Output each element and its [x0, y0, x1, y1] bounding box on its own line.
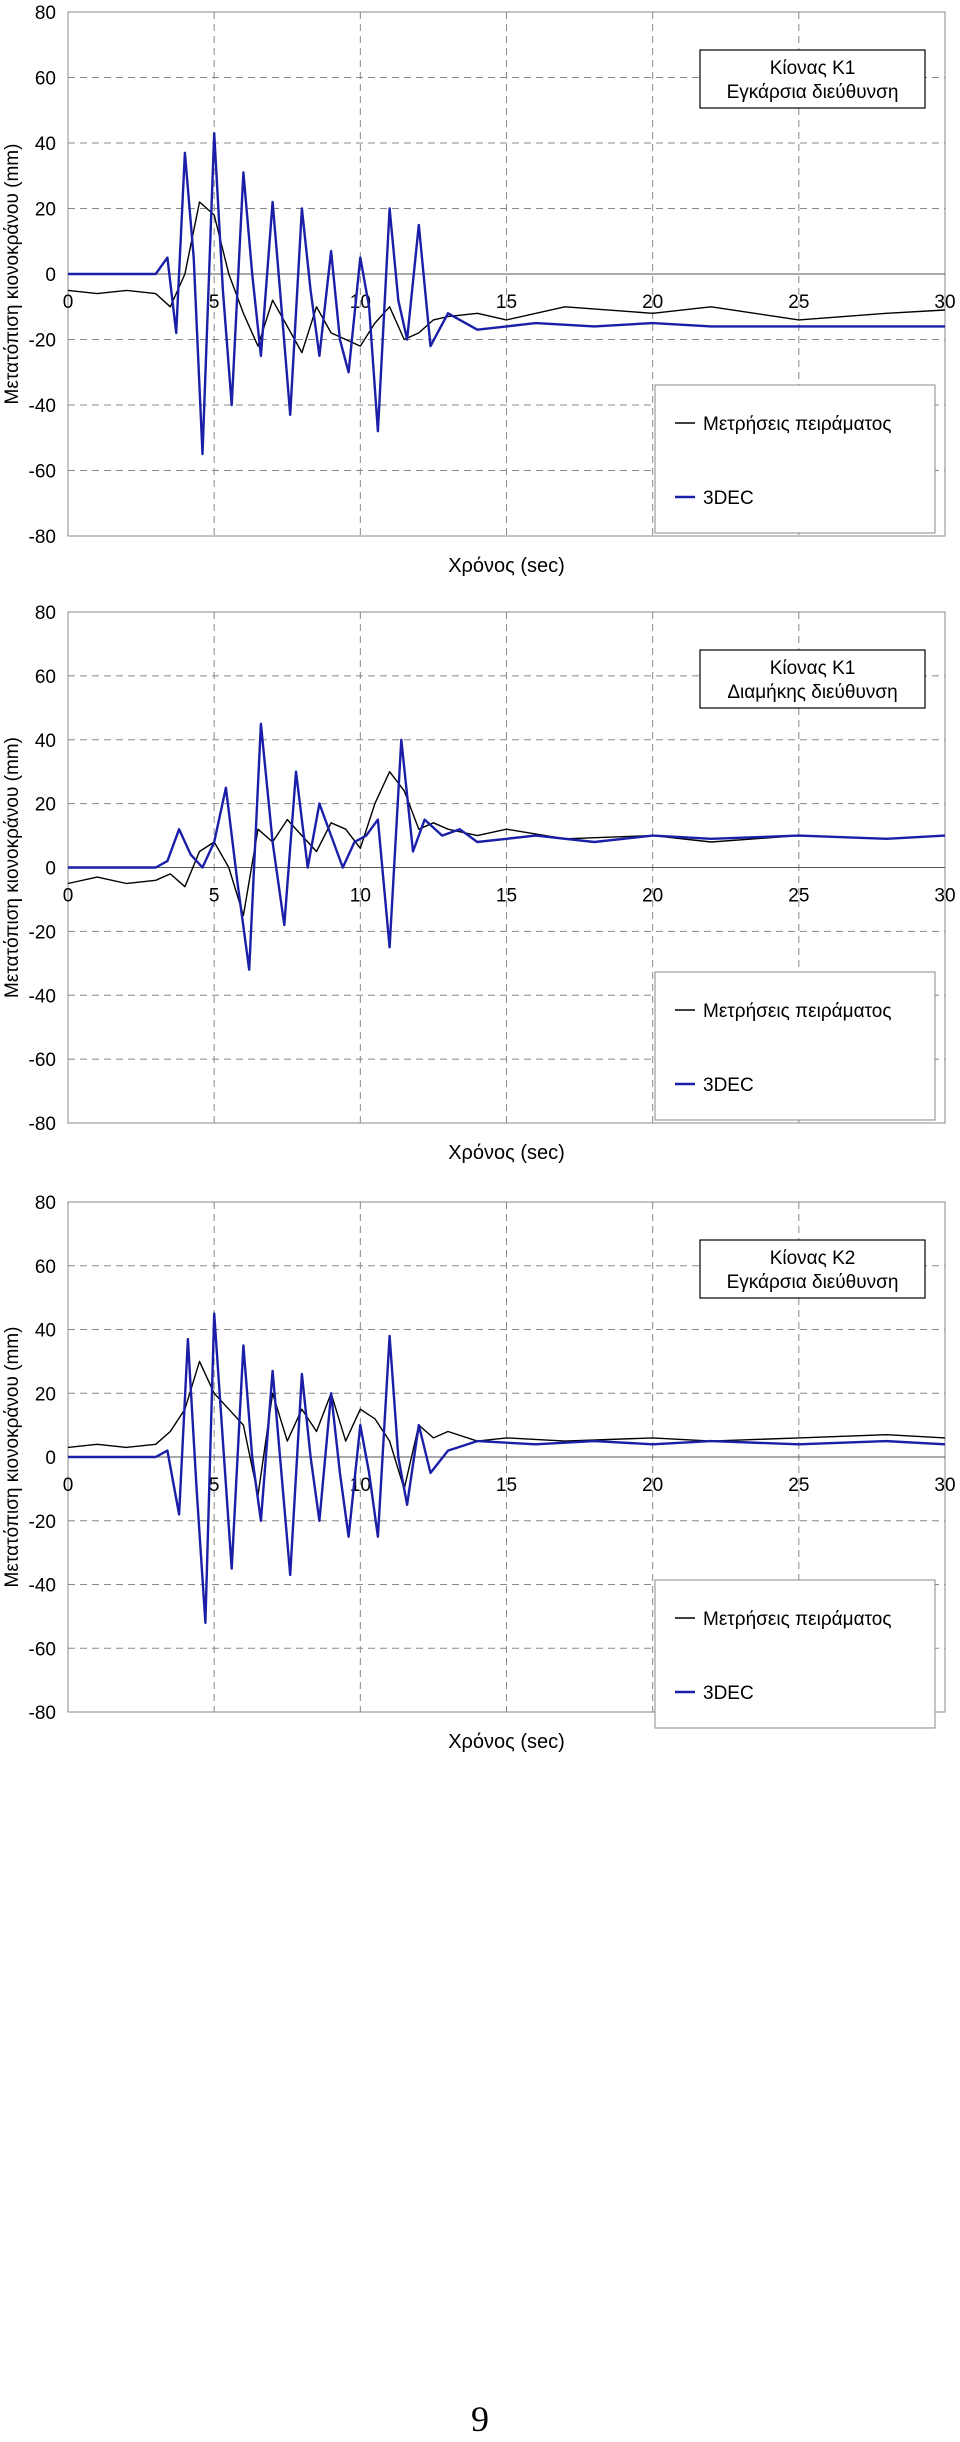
- y-tick-label: 80: [35, 1193, 56, 1214]
- legend-label: 3DEC: [703, 1075, 754, 1096]
- chart-3: 0 5 10 15 20 25 30-80-60-40-20020406080Χρόνος …: [2, 1193, 956, 1753]
- x-tick-label: 10: [350, 886, 371, 907]
- y-tick-label: -80: [29, 1703, 56, 1724]
- title-box: [699, 49, 926, 109]
- chart-2: 0 5 10 15 20 25 30 -80 -60 -40 -20 0 20 40 60 80 Χρόνος …: [2, 603, 956, 1164]
- x-tick-label: 30: [934, 1475, 955, 1496]
- series-line-measured: [67, 1360, 946, 1497]
- x-tick-label: 0: [63, 886, 74, 907]
- y-tick-label: 60: [35, 69, 56, 90]
- y-axis-label: Μετατόπιση κιονοκράνου (mm): [2, 737, 23, 998]
- x-tick-label: 25: [788, 886, 809, 907]
- y-tick-label: 40: [35, 134, 56, 155]
- legend-label: Μετρήσεις πειράματος: [703, 1001, 892, 1022]
- y-axis-label: Μετατόπιση κιονοκράνου (mm): [2, 1327, 23, 1588]
- y-tick-label: -20: [29, 331, 56, 352]
- y-tick-label: -20: [29, 1512, 56, 1533]
- charts-canvas: 0 5 10 15 20 25 30 -80 -60 -40 -20 0 20 40 60 80 Χρόνος …: [2, 3, 956, 1753]
- y-tick-label: 40: [35, 731, 56, 752]
- y-tick-label: 60: [35, 1257, 56, 1278]
- x-tick-label: 0: [63, 292, 74, 313]
- x-tick-label: 25: [788, 292, 809, 313]
- series-line-3dec: [68, 1312, 946, 1625]
- page-number: 9: [471, 2399, 489, 2439]
- y-tick-label: -20: [29, 922, 56, 943]
- x-tick-label: 20: [642, 886, 663, 907]
- legend-label: 3DEC: [703, 488, 754, 509]
- legend-label: Μετρήσεις πειράματος: [703, 414, 892, 435]
- y-tick-label: 40: [35, 1321, 56, 1342]
- x-tick-label: 5: [209, 292, 220, 313]
- chart-title-line: Κίονας Κ2: [770, 1248, 856, 1269]
- y-tick-label: 80: [35, 603, 56, 624]
- y-tick-label: -40: [29, 986, 56, 1007]
- y-tick-label: -80: [29, 527, 56, 548]
- y-tick-label: 60: [35, 667, 56, 688]
- chart-title-line: Κίονας Κ1: [770, 58, 856, 79]
- y-tick-label: 20: [35, 795, 56, 816]
- y-tick-label: -40: [29, 396, 56, 417]
- y-tick-label: 80: [35, 3, 56, 24]
- chart-1: 0 5 10 15 20 25 30-80-60-40-20020406080Χρόνος …: [2, 3, 956, 577]
- y-tick-label: -60: [29, 462, 56, 483]
- legend-label: Μετρήσεις πειράματος: [703, 1609, 892, 1630]
- x-axis-label: Χρόνος (sec): [448, 1731, 565, 1753]
- y-tick-label: 20: [35, 1384, 56, 1405]
- x-tick-label: 15: [496, 886, 517, 907]
- y-tick-label: 0: [45, 859, 56, 880]
- x-tick-label: 20: [642, 292, 663, 313]
- x-tick-label: 25: [788, 1475, 809, 1496]
- legend-box: [654, 971, 936, 1121]
- legend-label: 3DEC: [703, 1683, 754, 1704]
- x-tick-label: 30: [934, 886, 955, 907]
- legend-box: [654, 384, 936, 534]
- chart-title-line: Διαμήκης διεύθυνση: [727, 682, 897, 703]
- x-tick-label: 5: [209, 886, 220, 907]
- x-tick-label: 15: [496, 1475, 517, 1496]
- y-tick-label: -40: [29, 1576, 56, 1597]
- x-tick-label: 15: [496, 292, 517, 313]
- chart-title-line: Εγκάρσια διεύθυνση: [727, 1272, 899, 1293]
- series-line-3dec: [68, 131, 945, 456]
- x-axis-label: Χρόνος (sec): [448, 555, 565, 577]
- x-tick-label: 0: [63, 1475, 74, 1496]
- y-tick-label: -60: [29, 1639, 56, 1660]
- y-axis-label: Μετατόπιση κιονοκράνου (mm): [2, 144, 23, 405]
- y-tick-label: 20: [35, 200, 56, 221]
- chart-title-line: Κίονας Κ1: [770, 658, 856, 679]
- title-box: [699, 1239, 926, 1299]
- y-tick-label: 0: [45, 1448, 56, 1469]
- y-tick-label: -60: [29, 1050, 56, 1071]
- y-tick-label: 0: [45, 265, 56, 286]
- title-box: [699, 649, 926, 709]
- chart-title-line: Εγκάρσια διεύθυνση: [727, 82, 899, 103]
- series-line-3dec: [68, 722, 946, 971]
- y-tick-label: -80: [29, 1114, 56, 1135]
- x-axis-label: Χρόνος (sec): [448, 1142, 565, 1164]
- x-tick-label: 5: [209, 1475, 220, 1496]
- x-tick-label: 30: [934, 292, 955, 313]
- x-tick-label: 20: [642, 1475, 663, 1496]
- legend-box: [654, 1579, 936, 1729]
